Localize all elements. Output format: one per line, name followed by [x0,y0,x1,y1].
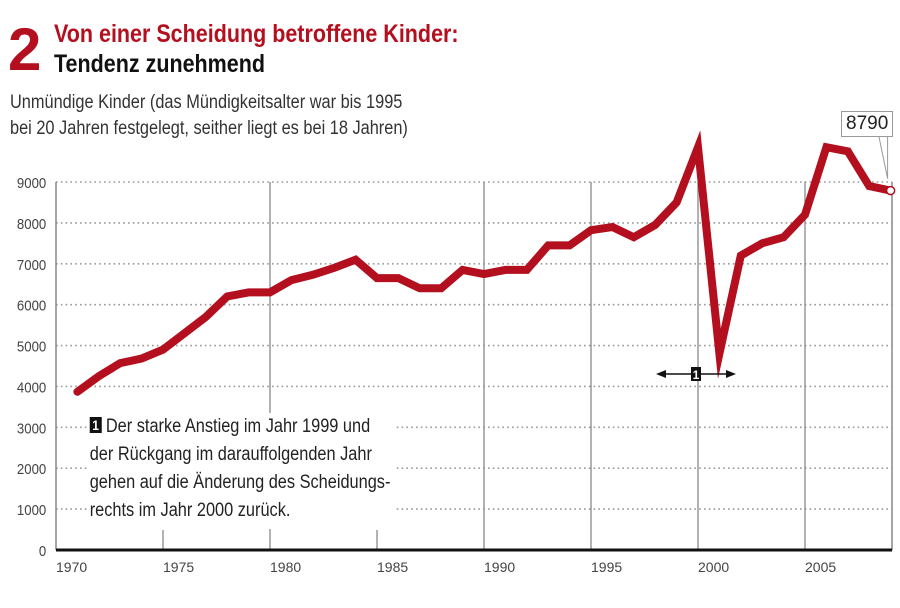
x-tick-label: 1970 [56,559,87,575]
arrow-right-icon [726,370,736,378]
callout-pointer [878,134,889,179]
footnote-badge: 1 [89,417,102,433]
description-line-2: bei 20 Jahren festgelegt, seither liegt … [10,118,408,139]
x-tick-label: 2000 [698,559,729,575]
x-tick-label: 1975 [163,559,194,575]
y-tick-label: 8000 [17,215,46,232]
y-tick-label: 5000 [17,338,46,355]
chart-description: Unmündige Kinder (das Mündigkeitsalter w… [10,90,408,142]
y-tick-label: 4000 [17,379,46,396]
y-tick-label: 1000 [17,501,46,518]
chart-number: 2 [8,16,41,83]
last-value-marker [885,185,896,196]
x-tick-label: 1985 [377,559,408,575]
range-badge [691,367,701,381]
x-tick-label: 1980 [270,559,301,575]
y-tick-label: 0 [39,542,46,559]
y-tick-label: 9000 [17,174,46,191]
last-value-callout: 8790 [841,111,894,137]
y-tick-label: 6000 [17,297,46,314]
y-tick-label: 2000 [17,460,46,477]
footnote: 1 Der starke Anstieg im Jahr 1999 und der… [88,413,396,529]
footnote-line: Der starke Anstieg im Jahr 1999 und [105,416,371,437]
x-tick-label: 2005 [805,559,836,575]
range-badge-label: 1 [693,368,700,382]
description-line-1: Unmündige Kinder (das Mündigkeitsalter w… [10,92,403,113]
chart-title: Von einer Scheidung betroffene Kinder: [54,20,459,48]
x-tick-label: 1990 [484,559,515,575]
x-tick-label: 1995 [591,559,622,575]
footnote-line: gehen auf die Änderung des Scheidungs- [89,472,391,493]
footnote-line: der Rückgang im darauffolgenden Jahr [89,444,372,465]
chart-subtitle: Tendenz zunehmend [54,50,266,78]
footnote-line: rechts im Jahr 2000 zurück. [89,500,291,521]
annotation-range-marker: 1 [656,367,736,382]
y-tick-label: 7000 [17,256,46,273]
y-tick-label: 3000 [17,420,46,437]
arrow-left-icon [656,370,666,378]
